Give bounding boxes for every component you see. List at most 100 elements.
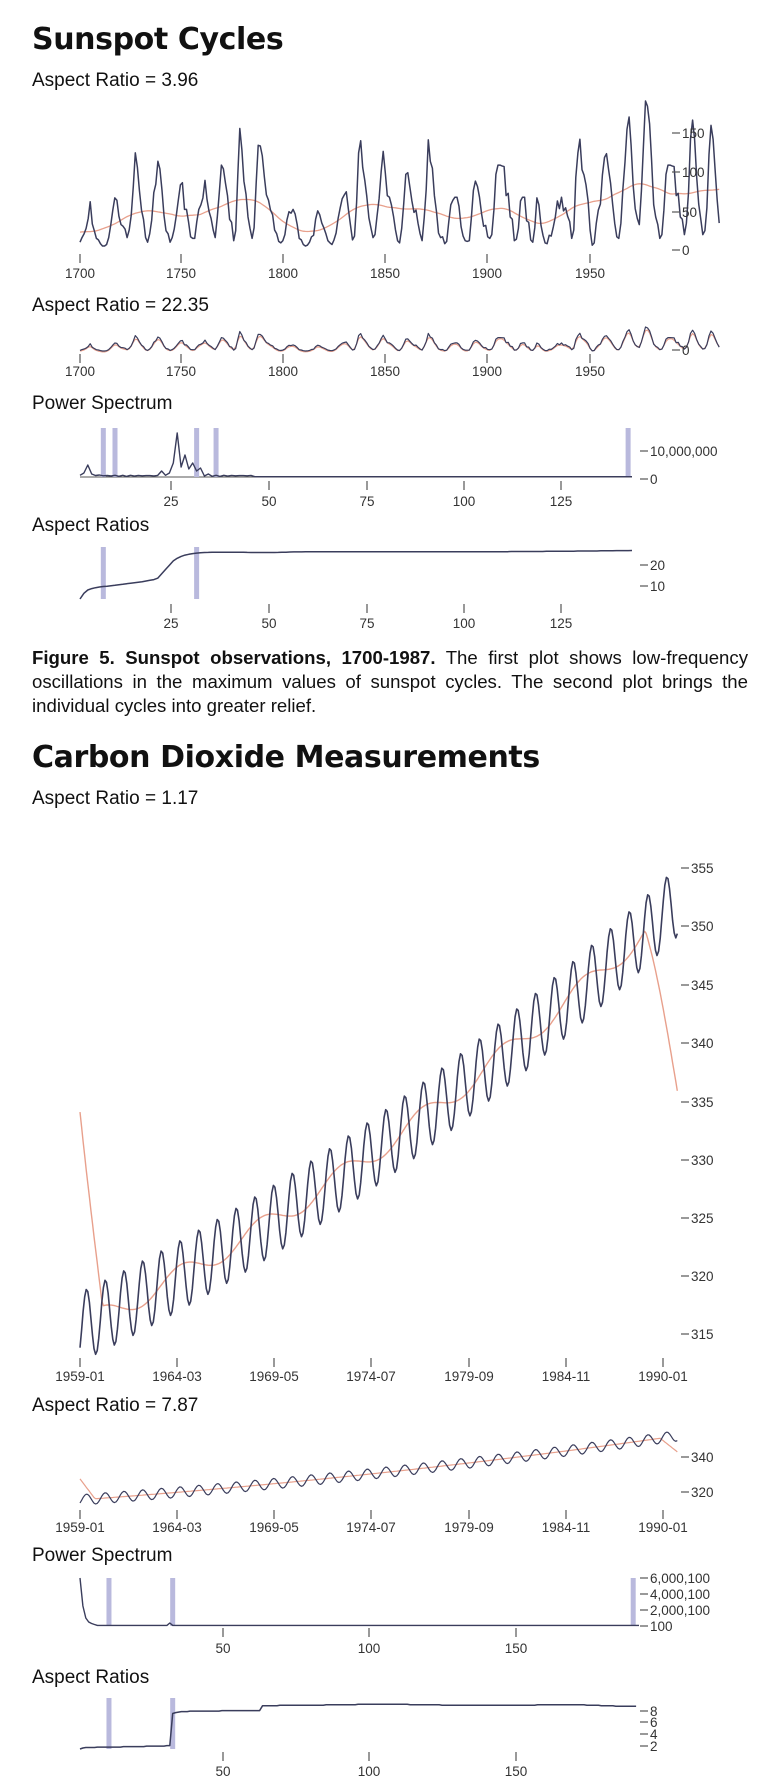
aspect-ratio-label: Aspect Ratio = 22.35 — [32, 295, 209, 316]
spectrum-line — [79, 1577, 639, 1627]
x-tick-label: 1900 — [472, 266, 502, 281]
aspect-ratio-line — [79, 549, 633, 600]
x-tick-label: 1700 — [65, 266, 95, 281]
y-tick-label: 6 — [650, 1715, 658, 1730]
highlight-bar — [112, 428, 118, 477]
highlight-bar — [170, 1698, 176, 1749]
y-tick-label: 6,000,100 — [650, 1571, 710, 1586]
x-tick-label: 1979-09 — [444, 1369, 494, 1384]
x-tick-label: 25 — [163, 494, 178, 509]
spectrum-line — [79, 432, 632, 478]
x-tick-label: 25 — [163, 616, 178, 631]
x-tick-label: 1969-05 — [249, 1369, 299, 1384]
section-title-co2: Carbon Dioxide Measurements — [32, 740, 540, 775]
x-tick-label: 50 — [215, 1641, 230, 1656]
x-tick-label: 1750 — [166, 266, 196, 281]
data-line — [79, 876, 679, 1356]
x-tick-label: 1900 — [472, 364, 502, 379]
x-tick-label: 125 — [550, 494, 573, 509]
x-tick-label: 100 — [358, 1641, 381, 1656]
x-tick-label: 1990-01 — [638, 1369, 688, 1384]
x-tick-label: 1984-11 — [542, 1520, 591, 1535]
y-tick-label: 315 — [691, 1327, 714, 1342]
data-line — [79, 326, 720, 352]
y-tick-label: 10,000,000 — [650, 444, 718, 459]
highlight-bar — [194, 428, 200, 477]
y-tick-label: 0 — [682, 343, 690, 358]
y-tick-label: 340 — [691, 1450, 714, 1465]
y-tick-label: 325 — [691, 1211, 714, 1226]
x-tick-label: 1974-07 — [346, 1520, 396, 1535]
data-line — [79, 1431, 678, 1505]
x-tick-label: 1700 — [65, 364, 95, 379]
highlight-bar — [100, 547, 106, 599]
x-tick-label: 1969-05 — [249, 1520, 299, 1535]
x-tick-label: 1959-01 — [55, 1369, 105, 1384]
x-tick-label: 1964-03 — [152, 1520, 202, 1535]
y-tick-label: 350 — [691, 919, 714, 934]
x-tick-label: 1800 — [268, 364, 298, 379]
y-tick-label: 50 — [682, 205, 697, 220]
x-tick-label: 1979-09 — [444, 1520, 494, 1535]
y-tick-label: 100 — [650, 1619, 673, 1634]
y-tick-label: 20 — [650, 558, 665, 573]
trend-line — [79, 183, 720, 233]
y-tick-label: 4 — [650, 1727, 658, 1742]
figure-caption: Figure 5. Sunspot observations, 1700-198… — [32, 646, 748, 718]
y-tick-label: 150 — [682, 126, 705, 141]
x-tick-label: 1990-01 — [638, 1520, 688, 1535]
x-tick-label: 1950 — [575, 266, 605, 281]
y-tick-label: 335 — [691, 1095, 714, 1110]
x-tick-label: 1850 — [370, 364, 400, 379]
x-tick-label: 150 — [505, 1641, 528, 1656]
y-tick-label: 10 — [650, 579, 665, 594]
y-tick-label: 4,000,100 — [650, 1587, 710, 1602]
x-tick-label: 1984-11 — [542, 1369, 591, 1384]
aspect-ratio-label: Aspect Ratio = 7.87 — [32, 1395, 199, 1416]
data-line — [79, 100, 720, 247]
highlight-bar — [106, 1578, 112, 1626]
highlight-bar — [625, 428, 631, 477]
highlight-bar — [100, 428, 106, 477]
x-tick-label: 50 — [215, 1764, 230, 1779]
aspect-ratio-label: Aspect Ratio = 3.96 — [32, 70, 199, 91]
y-tick-label: 320 — [691, 1485, 714, 1500]
y-tick-label: 100 — [682, 165, 705, 180]
aspect-ratio-label: Aspect Ratio = 1.17 — [32, 788, 199, 809]
x-tick-label: 100 — [358, 1764, 381, 1779]
aspect-ratios-label: Aspect Ratios — [32, 515, 150, 536]
y-tick-label: 8 — [650, 1704, 658, 1719]
x-tick-label: 1850 — [370, 266, 400, 281]
caption-text: The first plot shows low-frequency oscil… — [32, 647, 748, 716]
y-tick-label: 0 — [682, 243, 690, 258]
y-tick-label: 345 — [691, 978, 714, 993]
caption-bold: Figure 5. Sunspot observations, 1700-198… — [32, 647, 436, 668]
y-tick-label: 2 — [650, 1739, 658, 1754]
x-tick-label: 1964-03 — [152, 1369, 202, 1384]
y-tick-label: 320 — [691, 1269, 714, 1284]
highlight-bar — [170, 1578, 176, 1626]
power-spectrum-label: Power Spectrum — [32, 393, 173, 414]
x-tick-label: 150 — [505, 1764, 528, 1779]
highlight-bar — [213, 428, 219, 477]
x-tick-label: 1800 — [268, 266, 298, 281]
highlight-bar — [194, 547, 200, 599]
x-tick-label: 100 — [453, 494, 476, 509]
x-tick-label: 100 — [453, 616, 476, 631]
x-tick-label: 50 — [261, 616, 276, 631]
x-tick-label: 1750 — [166, 364, 196, 379]
y-tick-label: 330 — [691, 1153, 714, 1168]
aspect-ratios-label: Aspect Ratios — [32, 1667, 150, 1688]
x-tick-label: 1950 — [575, 364, 605, 379]
highlight-bar — [106, 1698, 112, 1749]
section-title-sunspot: Sunspot Cycles — [32, 22, 284, 57]
x-tick-label: 75 — [359, 494, 374, 509]
highlight-bar — [630, 1578, 636, 1626]
x-tick-label: 1959-01 — [55, 1520, 105, 1535]
y-tick-label: 340 — [691, 1036, 714, 1051]
power-spectrum-label: Power Spectrum — [32, 1545, 173, 1566]
y-tick-label: 0 — [650, 472, 658, 487]
y-tick-label: 2,000,100 — [650, 1603, 710, 1618]
x-tick-label: 75 — [359, 616, 374, 631]
